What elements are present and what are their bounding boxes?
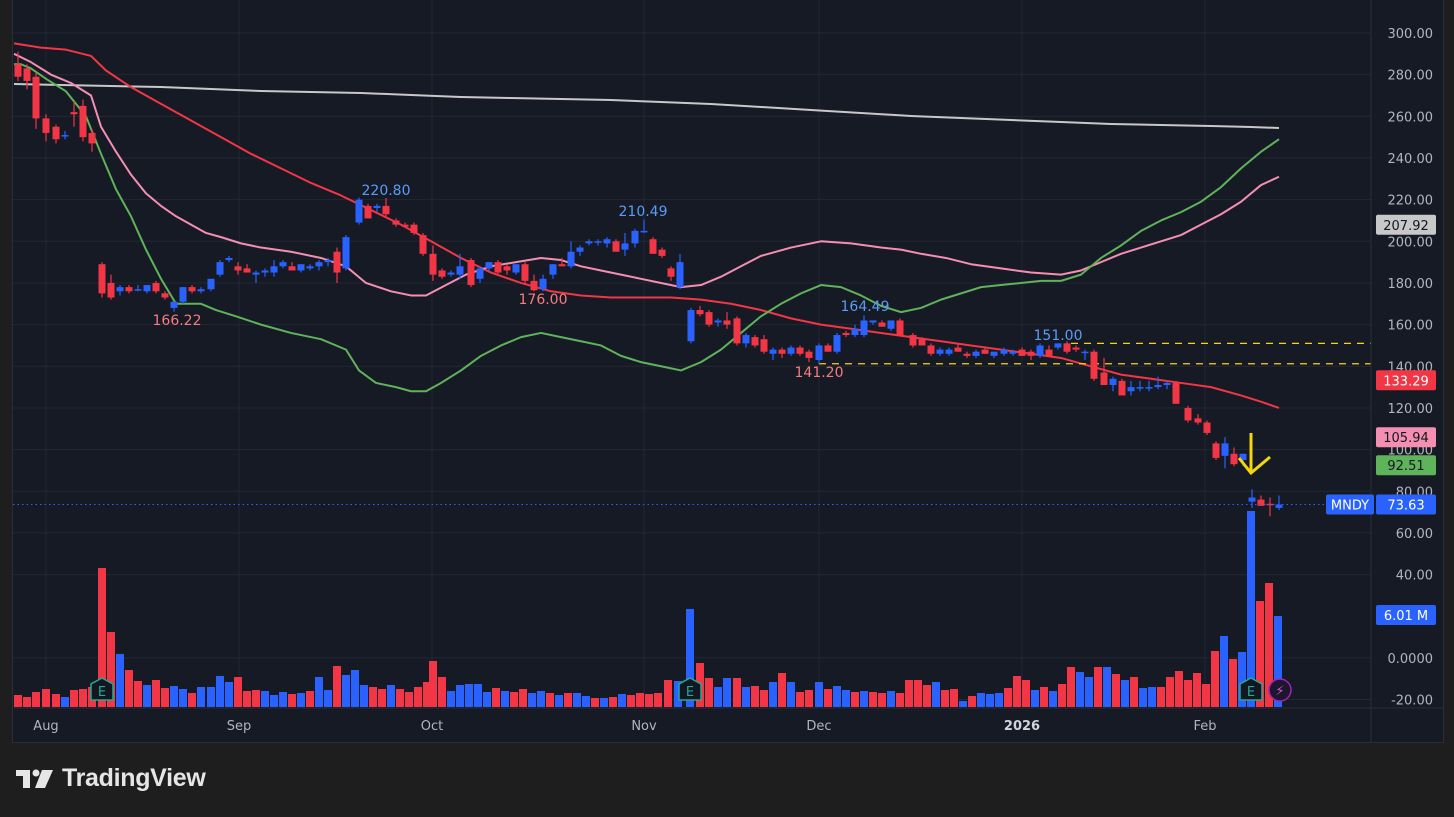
price-tick: 160.00 <box>1388 319 1434 334</box>
time-tick: Feb <box>1193 719 1216 734</box>
time-tick: Sep <box>227 719 252 734</box>
down-arrow-marker <box>1237 433 1271 476</box>
earnings-icon[interactable] <box>678 677 702 701</box>
svg-text:E: E <box>98 685 106 700</box>
earnings-icon[interactable] <box>1239 677 1263 701</box>
price-tick: 100.00 <box>1388 444 1434 459</box>
tradingview-logo-text: TradingView <box>62 764 206 792</box>
price-annotation: 141.20 <box>795 365 844 381</box>
price-tag <box>1376 214 1436 235</box>
price-annotation: 210.49 <box>619 204 668 220</box>
svg-text:133.29: 133.29 <box>1383 374 1429 389</box>
price-tick: 200.00 <box>1388 235 1434 250</box>
price-tags: 207.92 133.29 105.94 92.51 73.63 6.01 M MNDY <box>1326 214 1436 625</box>
price-tick: 240.00 <box>1388 152 1434 167</box>
price-tick: 40.00 <box>1396 569 1433 584</box>
earnings-icon[interactable] <box>90 677 114 701</box>
price-annotation: 220.80 <box>362 183 411 199</box>
price-annotation: 151.00 <box>1034 328 1083 344</box>
price-tag <box>1376 455 1436 476</box>
price-tick: 260.00 <box>1388 110 1434 125</box>
price-tick: 0.0000 <box>1388 652 1434 667</box>
svg-text:MNDY: MNDY <box>1331 499 1369 514</box>
time-tick: Aug <box>33 719 58 734</box>
volume-bars <box>14 511 1282 707</box>
time-tick: Nov <box>631 719 657 734</box>
svg-text:E: E <box>686 685 694 700</box>
svg-text:6.01 M: 6.01 M <box>1384 609 1428 624</box>
time-axis[interactable]: Aug Sep Oct Nov Dec 2026 Feb <box>13 707 1443 734</box>
price-tag <box>1376 605 1436 625</box>
svg-text:105.94: 105.94 <box>1383 431 1429 446</box>
price-tick: -20.00 <box>1391 694 1433 709</box>
time-tick: 2026 <box>1004 719 1040 734</box>
moving-averages <box>13 42 1280 409</box>
svg-text:73.63: 73.63 <box>1387 499 1424 514</box>
dividend-flash-icon[interactable] <box>1268 678 1292 702</box>
tradingview-logo[interactable]: TradingView <box>16 764 206 793</box>
price-tick: 120.00 <box>1388 402 1434 417</box>
price-tick: 180.00 <box>1388 277 1434 292</box>
price-tick: 300.00 <box>1388 27 1434 42</box>
time-tick: Oct <box>421 719 443 734</box>
svg-text:E: E <box>1247 685 1255 700</box>
event-markers[interactable]: E E E ⚡ <box>90 677 1292 702</box>
candlesticks <box>14 51 1283 517</box>
price-tag <box>1376 427 1436 448</box>
svg-text:207.92: 207.92 <box>1383 219 1429 234</box>
price-tag <box>1376 494 1436 515</box>
price-axis[interactable]: 300.00 280.00 260.00 240.00 220.00 200.00 180.… <box>1370 0 1434 742</box>
price-annotation: 176.00 <box>519 292 568 308</box>
price-tick: 220.00 <box>1388 194 1434 209</box>
price-tick: 280.00 <box>1388 69 1434 84</box>
time-tick: Dec <box>806 719 831 734</box>
price-annotation: 164.49 <box>841 299 890 315</box>
price-annotations: 220.80 166.22 176.00 210.49 164.49 141.20 151.… <box>153 183 1083 381</box>
price-annotation: 166.22 <box>153 313 202 329</box>
symbol-tag <box>1326 494 1374 515</box>
price-tick: 60.00 <box>1396 527 1433 542</box>
price-tag <box>1376 370 1436 391</box>
tradingview-logo-icon <box>16 769 53 788</box>
chart-panel[interactable]: 220.80 166.22 176.00 210.49 164.49 141.20 151.… <box>12 0 1444 743</box>
chart-canvas[interactable]: 220.80 166.22 176.00 210.49 164.49 141.20 151.… <box>13 0 1443 742</box>
svg-text:92.51: 92.51 <box>1387 459 1424 474</box>
svg-text:⚡: ⚡ <box>1275 684 1284 699</box>
grid-lines <box>13 0 1371 706</box>
